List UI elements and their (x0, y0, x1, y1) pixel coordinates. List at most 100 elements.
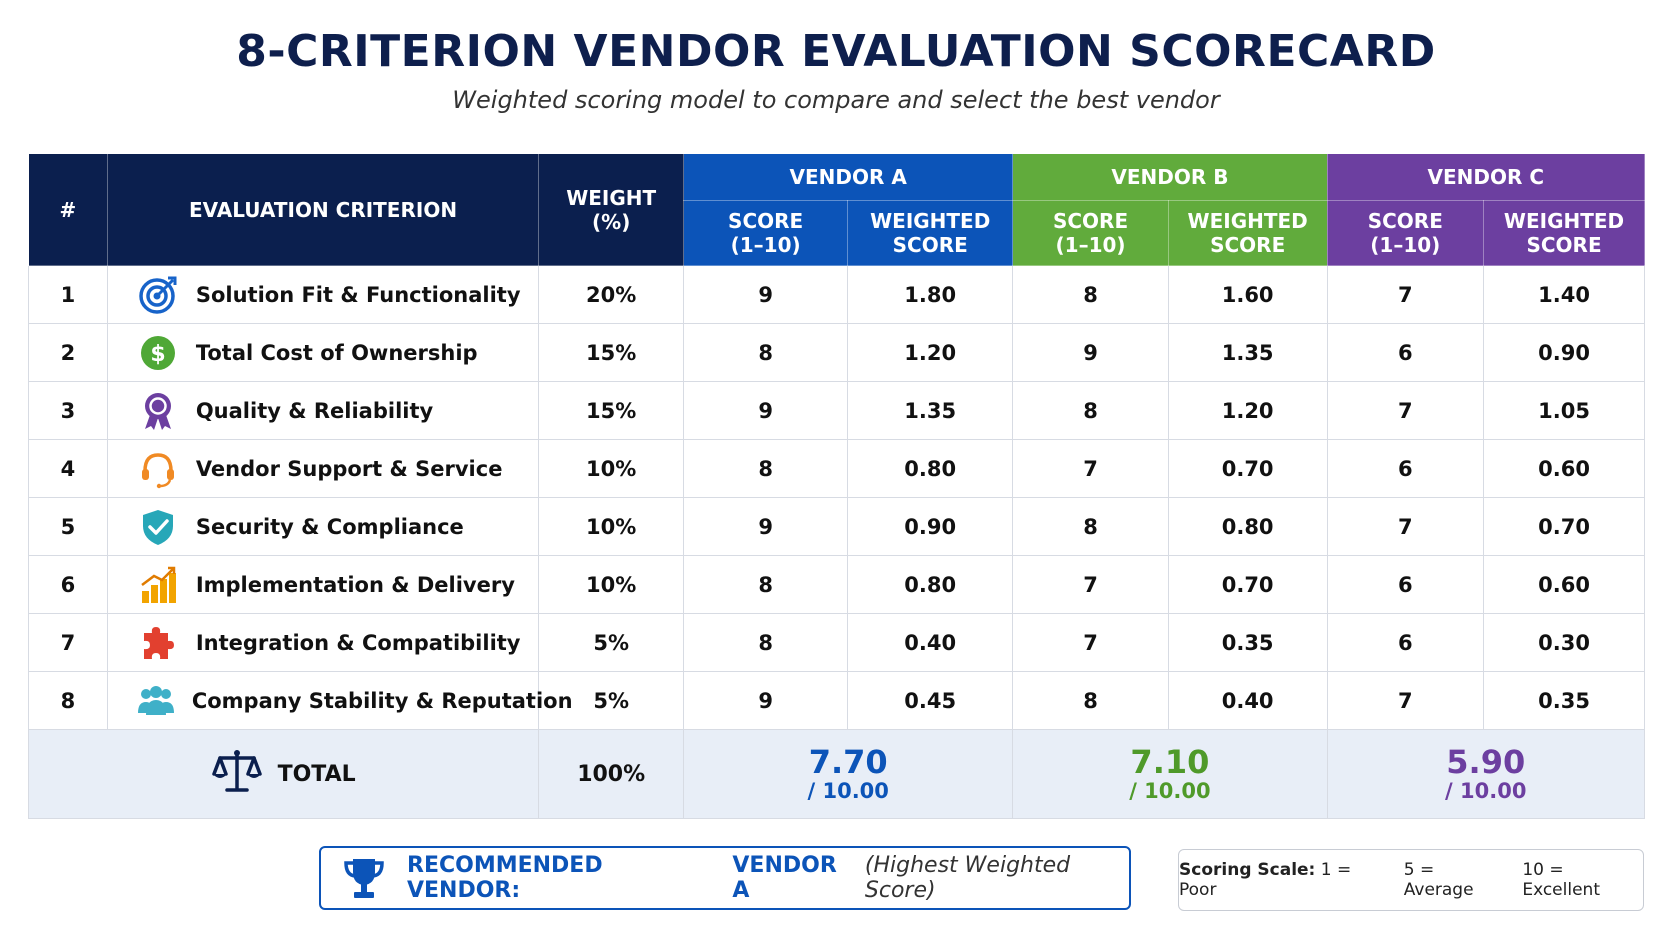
vendor-b-score: 7 (1012, 439, 1169, 498)
recommended-vendor: VENDOR A (732, 853, 837, 903)
recommendation-note: (Highest Weighted Score) (864, 853, 1071, 903)
vendor-c-weighted: 0.30 (1483, 613, 1645, 672)
criterion-cell: Company Stability & Reputation (106, 671, 573, 730)
page-subtitle: Weighted scoring model to compare and se… (452, 86, 1220, 114)
scale-average: 5 = Average (1403, 860, 1474, 900)
scorecard-table: # EVALUATION CRITERION WEIGHT (%) VENDOR … (27, 153, 1646, 819)
criterion-cell: Vendor Support & Service (106, 439, 540, 498)
header-weight: WEIGHT (%) (538, 153, 685, 266)
row-number: 3 (28, 381, 108, 440)
vendor-a-weighted: 0.40 (847, 613, 1014, 672)
table-row: 4 Vendor Support & Service 10% 8 0.80 7 0.70 6 0… (28, 439, 1645, 498)
scale-poor: 1 = Poor (1179, 860, 1352, 900)
bar-chart-icon (136, 565, 180, 605)
vendor-a-score: 9 (683, 265, 849, 324)
vendor-b-score: 8 (1012, 497, 1169, 556)
vendor-a-score: 9 (683, 497, 849, 556)
criterion-label: Company Stability & Reputation (191, 688, 573, 713)
criterion-cell: Security & Compliance (106, 497, 540, 556)
vendor-a-weighted: 0.90 (847, 497, 1014, 556)
vendor-c-score: 7 (1326, 671, 1485, 730)
header-num: # (28, 153, 108, 266)
scale-excellent: 10 = Excellent (1522, 860, 1600, 900)
total-weight: 100% (538, 729, 685, 819)
row-number: 7 (28, 613, 108, 672)
vendor-a-score: 8 (683, 555, 849, 614)
row-number: 1 (28, 265, 108, 324)
weight-cell: 10% (538, 555, 685, 614)
vendor-c-score: 6 (1326, 555, 1485, 614)
row-number: 6 (28, 555, 108, 614)
vendor-a-score: 9 (683, 381, 849, 440)
vendor-c-score: 7 (1326, 381, 1485, 440)
header-a-weighted: WEIGHTED SCORE (847, 200, 1014, 266)
page-title: 8-CRITERION VENDOR EVALUATION SCORECARD (236, 26, 1436, 77)
weight-cell: 10% (538, 439, 685, 498)
criterion-cell: Quality & Reliability (106, 381, 540, 440)
vendor-a-weighted: 0.80 (847, 555, 1014, 614)
vendor-a-weighted: 0.45 (847, 671, 1014, 730)
criterion-label: Integration & Compatibility (195, 630, 521, 655)
weight-cell: 5% (538, 613, 685, 672)
total-label: TOTAL (277, 761, 356, 787)
people-group-icon (136, 681, 176, 721)
criterion-label: Implementation & Delivery (195, 572, 515, 597)
trophy-icon (343, 856, 385, 900)
row-number: 8 (28, 671, 108, 730)
vendor-b-weighted: 1.20 (1167, 381, 1328, 440)
criterion-cell: Solution Fit & Functionality (106, 265, 540, 324)
headset-icon (136, 449, 180, 489)
header-criterion: EVALUATION CRITERION (106, 153, 540, 266)
weight-cell: 10% (538, 497, 685, 556)
total-row: TOTAL 100% 7.70/ 10.00 7.10/ 10.00 5.90/… (27, 729, 1646, 819)
vendor-b-weighted: 1.60 (1167, 265, 1328, 324)
dollar-coin-icon: $ (136, 333, 180, 373)
total-vendor-b: 7.10/ 10.00 (1012, 729, 1328, 819)
vendor-a-weighted: 1.35 (847, 381, 1014, 440)
table-row: 3 Quality & Reliability 15% 9 1.35 8 1.20 7 1.05 (28, 381, 1645, 440)
vendor-a-weighted: 1.20 (847, 323, 1014, 382)
table-row: 5 Security & Compliance 10% 9 0.90 8 0.80 7 0.70 (28, 497, 1645, 556)
vendor-c-score: 6 (1326, 439, 1485, 498)
vendor-a-score: 8 (683, 613, 849, 672)
criterion-cell: Implementation & Delivery (106, 555, 540, 614)
header-b-weighted: WEIGHTED SCORE (1167, 200, 1328, 266)
scoring-scale-box: Scoring Scale: 1 = Poor 5 = Average 10 =… (1178, 849, 1644, 911)
award-ribbon-icon (136, 391, 180, 431)
criterion-label: Total Cost of Ownership (195, 340, 478, 365)
table-row: 8 Company Stability & Reputation 5% 9 0.45 8 0… (28, 671, 1645, 730)
vendor-b-score: 8 (1012, 671, 1169, 730)
table-row: 6 Implementation & Delivery 10% 8 0.80 7 0.70 6… (28, 555, 1645, 614)
header-a-score: SCORE (1–10) (683, 200, 849, 266)
criterion-label: Quality & Reliability (195, 398, 434, 423)
vendor-c-score: 6 (1326, 613, 1485, 672)
header-c-score: SCORE (1–10) (1326, 200, 1485, 266)
vendor-b-score: 7 (1012, 613, 1169, 672)
scale-label: Scoring Scale: (1179, 860, 1316, 880)
vendor-b-weighted: 0.80 (1167, 497, 1328, 556)
vendor-c-weighted: 0.60 (1483, 439, 1645, 498)
criterion-cell: Integration & Compatibility (106, 613, 540, 672)
header-vendor-b: VENDOR B (1012, 153, 1328, 201)
vendor-c-score: 7 (1326, 265, 1485, 324)
criterion-label: Vendor Support & Service (195, 456, 503, 481)
row-number: 4 (28, 439, 108, 498)
vendor-c-weighted: 0.35 (1483, 671, 1645, 730)
vendor-b-weighted: 0.40 (1167, 671, 1328, 730)
table-row: 1 Solution Fit & Functionality 20% 9 1.80 8 1.… (28, 265, 1645, 324)
svg-text:$: $ (150, 342, 165, 367)
table-row: 7 Integration & Compatibility 5% 8 0.40 7 0.35… (28, 613, 1645, 672)
vendor-a-weighted: 1.80 (847, 265, 1014, 324)
recommendation-box: RECOMMENDED VENDOR: VENDOR A (Highest We… (319, 846, 1131, 910)
weight-cell: 15% (538, 323, 685, 382)
vendor-b-score: 7 (1012, 555, 1169, 614)
header-c-weighted: WEIGHTED SCORE (1483, 200, 1645, 266)
header-vendor-c: VENDOR C (1326, 153, 1646, 201)
recommendation-label: RECOMMENDED VENDOR: (407, 853, 603, 903)
vendor-b-weighted: 0.35 (1167, 613, 1328, 672)
vendor-c-weighted: 1.40 (1483, 265, 1645, 324)
total-label-cell: TOTAL (27, 729, 540, 819)
vendor-b-score: 8 (1012, 265, 1169, 324)
vendor-b-score: 9 (1012, 323, 1169, 382)
total-vendor-c: 5.90/ 10.00 (1326, 729, 1646, 819)
